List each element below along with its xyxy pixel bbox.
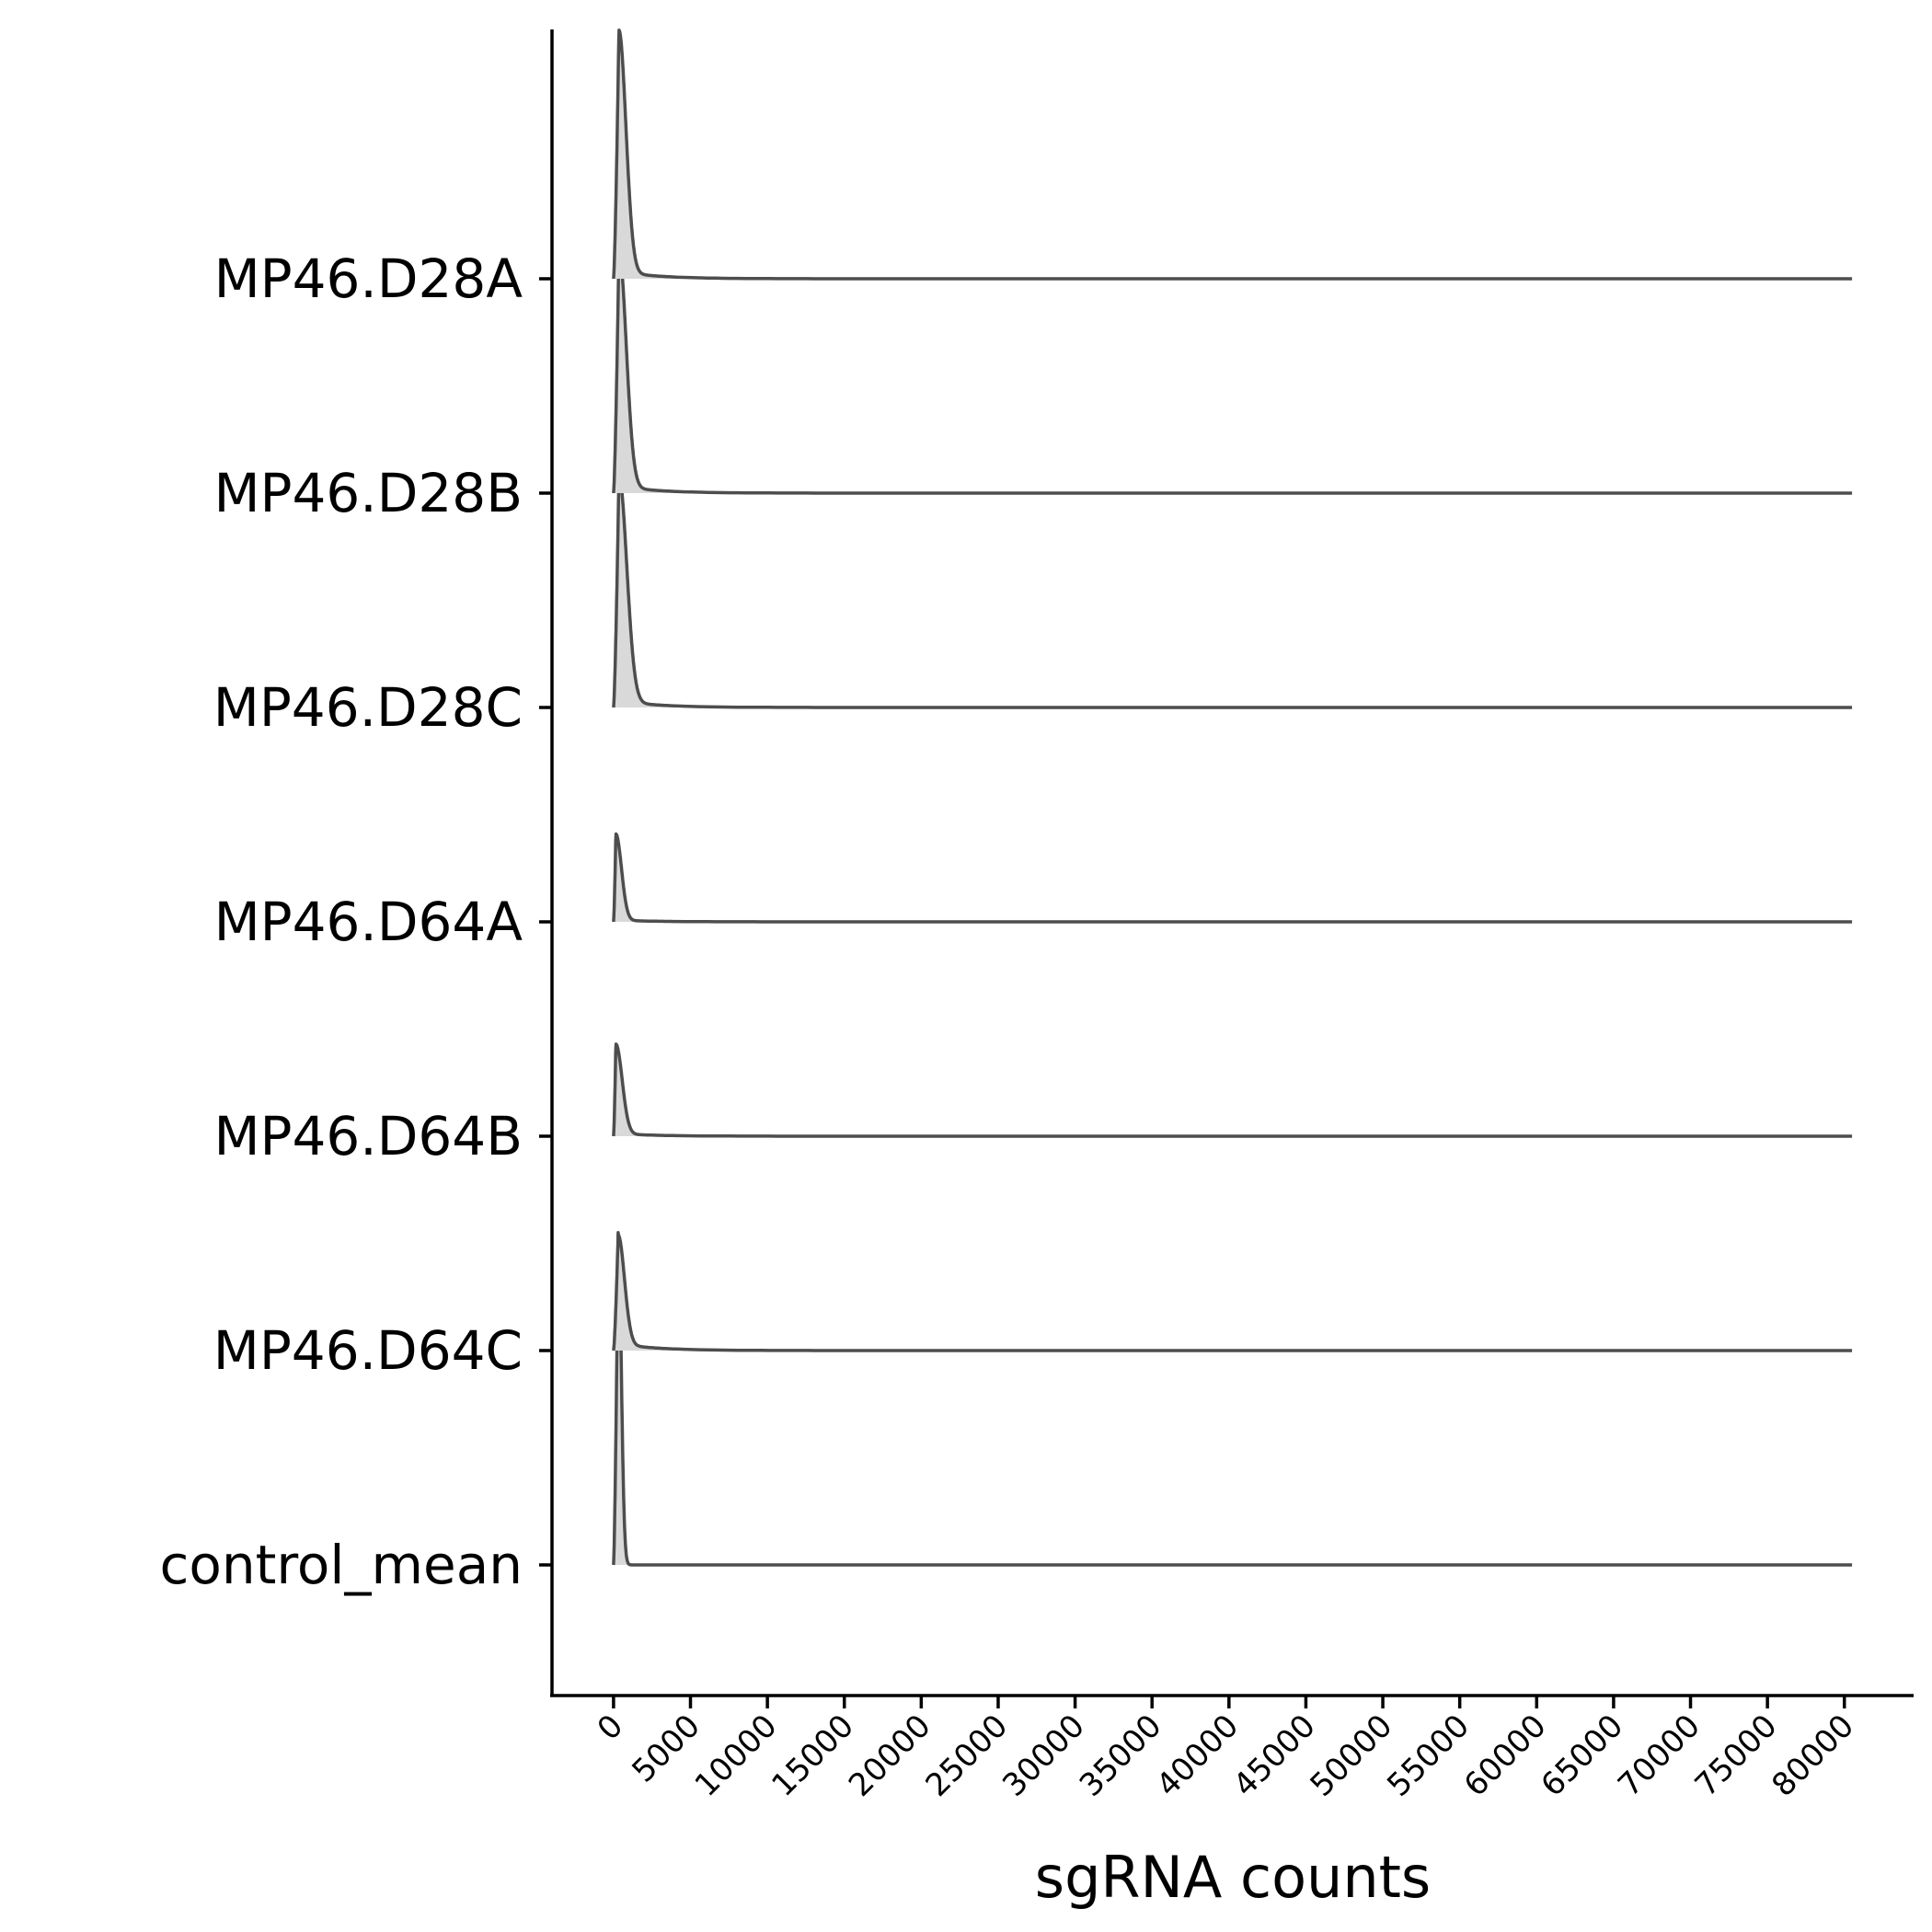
x-tick-label-45000: 45000 [1226,1708,1323,1804]
ridge-fill-MP46.D28B [613,250,1853,493]
y-tick-label-MP46.D28A: MP46.D28A [214,247,523,310]
ridge-MP46.D28B [612,249,1853,495]
y-tick-label-MP46.D64C: MP46.D64C [213,1319,523,1382]
ridge-MP46.D64C [612,1233,1853,1352]
x-tick-label-55000: 55000 [1380,1708,1477,1804]
ridge-fill-MP46.D64B [613,1043,1853,1136]
ridge-fill-control_mean [613,1232,1853,1565]
y-axis-ticks: MP46.D28A MP46.D28B MP46.D28C MP46.D64A MP46… [159,247,552,1596]
ridge-MP46.D64A [612,832,1853,924]
x-tick-label-10000: 10000 [688,1708,785,1804]
y-tick-label-MP46.D28C: MP46.D28C [213,676,523,739]
x-tick-label-75000: 75000 [1688,1708,1785,1804]
y-tick-label-MP46.D64B: MP46.D64B [213,1105,523,1167]
y-tick-label-control_mean: control_mean [159,1534,523,1596]
x-tick-label-35000: 35000 [1073,1708,1169,1804]
x-tick-label-15000: 15000 [765,1708,861,1804]
ridge-control_mean [612,1231,1853,1567]
x-tick-label-80000: 80000 [1765,1708,1861,1804]
ridge-line-MP46.D28A [612,29,1853,281]
ridge-fill-MP46.D64A [613,834,1853,922]
x-tick-label-40000: 40000 [1149,1708,1246,1804]
ridge-line-control_mean [612,1231,1853,1567]
x-axis-title: sgRNA counts [1035,1844,1431,1911]
y-tick-label-MP46.D64A: MP46.D64A [214,891,523,953]
x-axis-ticks: 0500010000150002000025000300003500040000… [591,1696,1861,1804]
ridge-fill-MP46.D28C [613,476,1853,707]
x-tick-label-30000: 30000 [995,1708,1092,1804]
x-tick-label-65000: 65000 [1534,1708,1630,1804]
ridge-line-MP46.D64B [612,1042,1853,1138]
x-tick-label-20000: 20000 [842,1708,938,1804]
x-tick-label-60000: 60000 [1457,1708,1554,1804]
ridge-line-MP46.D28C [612,474,1853,709]
ridge-fill-MP46.D28A [613,29,1853,280]
ridge-fill-MP46.D64C [613,1235,1853,1351]
ridge-line-MP46.D64C [612,1233,1853,1352]
x-tick-label-25000: 25000 [919,1708,1016,1804]
ridges [612,29,1853,1567]
ridge-MP46.D28C [612,474,1853,709]
ridge-line-MP46.D28B [612,249,1853,495]
ridge-MP46.D28A [612,29,1853,281]
x-tick-label-0: 0 [591,1708,631,1748]
y-tick-label-MP46.D28B: MP46.D28B [213,462,523,524]
ridge-line-MP46.D64A [612,832,1853,924]
x-tick-label-70000: 70000 [1611,1708,1708,1804]
x-tick-label-50000: 50000 [1304,1708,1400,1804]
ridge-MP46.D64B [612,1042,1853,1138]
